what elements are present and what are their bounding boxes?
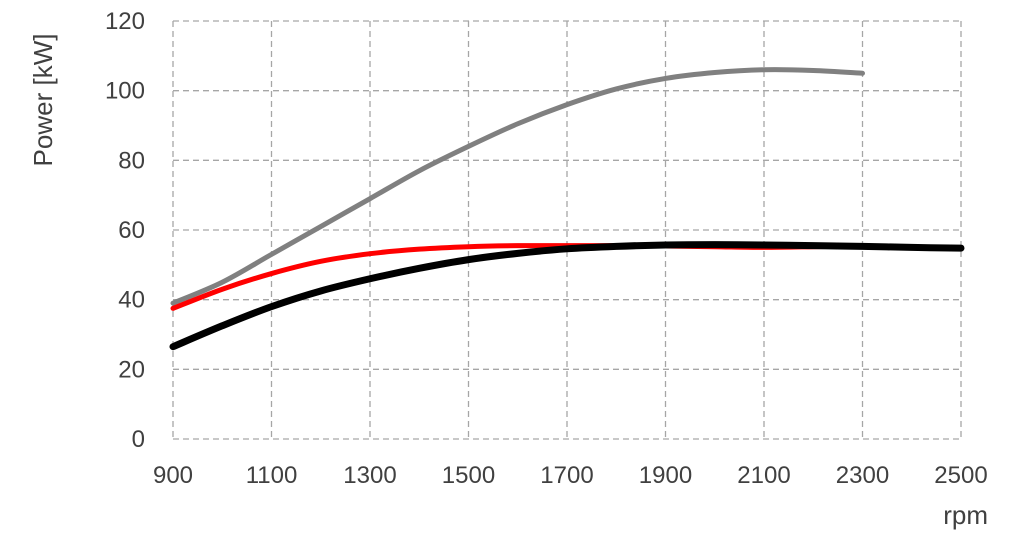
- series-line-gray: [170, 67, 865, 306]
- y-tick-label: 20: [118, 356, 145, 383]
- y-tick-label: 40: [118, 287, 145, 314]
- y-tick-label: 80: [118, 147, 145, 174]
- x-tick-label: 2100: [737, 462, 790, 489]
- x-tick-label: 2300: [836, 462, 889, 489]
- y-tick-label: 0: [132, 426, 145, 453]
- chart-tick-labels: 0 20 40 60 80 100 120 900 1100 1300 1500 1700 1900 21…: [105, 8, 988, 489]
- series-line-black: [169, 241, 965, 351]
- x-tick-label: 1500: [442, 462, 495, 489]
- y-axis-title: Power [kW]: [28, 34, 58, 167]
- x-tick-label: 1900: [639, 462, 692, 489]
- x-tick-label: 1300: [343, 462, 396, 489]
- y-tick-label: 120: [105, 8, 145, 35]
- x-tick-label: 900: [153, 462, 193, 489]
- x-tick-label: 1700: [540, 462, 593, 489]
- x-tick-label: 2500: [934, 462, 987, 489]
- chart-grid: [172, 20, 962, 440]
- y-tick-label: 100: [105, 78, 145, 105]
- x-tick-label: 1100: [246, 462, 298, 489]
- chart-series-group: [169, 67, 965, 351]
- y-tick-label: 60: [118, 217, 145, 244]
- x-axis-title: rpm: [943, 500, 988, 530]
